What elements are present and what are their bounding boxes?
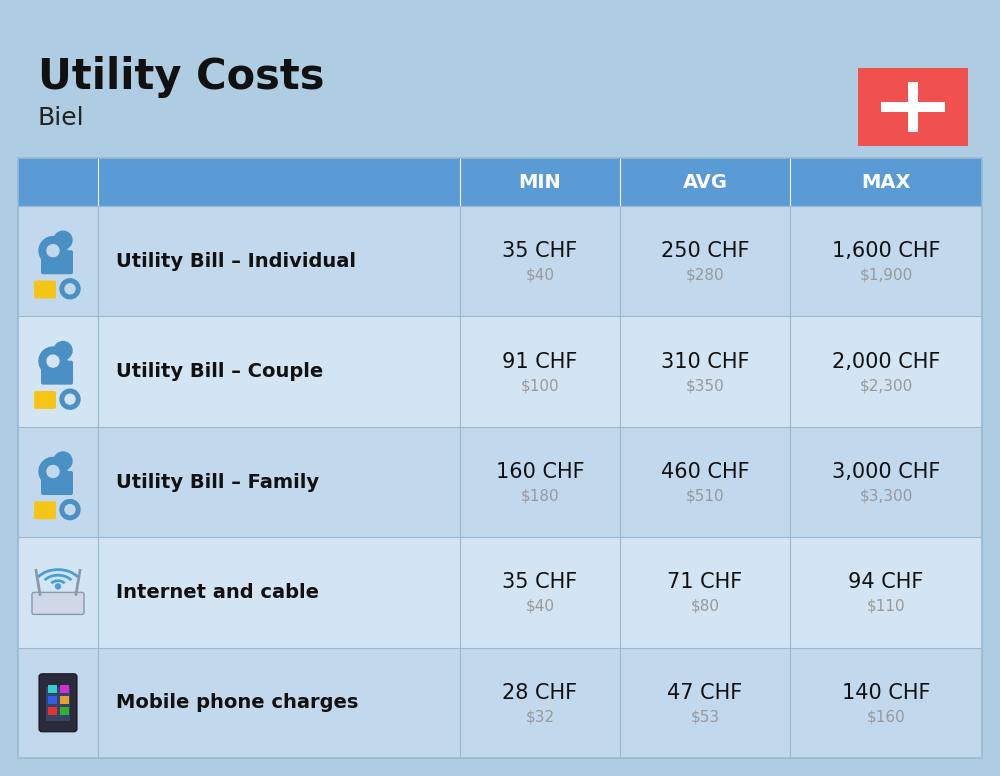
FancyBboxPatch shape: [39, 674, 77, 732]
Bar: [18, 648, 982, 758]
Bar: [48, 707, 57, 715]
Circle shape: [47, 466, 59, 477]
Text: 94 CHF: 94 CHF: [848, 573, 924, 592]
Circle shape: [54, 452, 72, 470]
FancyBboxPatch shape: [41, 250, 73, 274]
Circle shape: [54, 231, 72, 249]
Circle shape: [39, 458, 67, 486]
Bar: [18, 317, 982, 427]
Text: 35 CHF: 35 CHF: [502, 573, 578, 592]
Text: Utility Bill – Couple: Utility Bill – Couple: [116, 362, 323, 381]
Text: Mobile phone charges: Mobile phone charges: [116, 693, 358, 712]
Bar: [908, 81, 918, 133]
Text: $160: $160: [867, 709, 905, 724]
Text: Utility Bill – Family: Utility Bill – Family: [116, 473, 319, 491]
Text: MIN: MIN: [519, 172, 561, 192]
Circle shape: [47, 244, 59, 257]
Text: 3,000 CHF: 3,000 CHF: [832, 462, 940, 482]
Text: Utility Costs: Utility Costs: [38, 56, 324, 98]
Text: 460 CHF: 460 CHF: [661, 462, 749, 482]
Text: 250 CHF: 250 CHF: [661, 241, 749, 262]
FancyBboxPatch shape: [34, 501, 56, 519]
Bar: [48, 696, 57, 704]
Circle shape: [47, 355, 59, 367]
Text: $1,900: $1,900: [859, 268, 913, 282]
Bar: [18, 537, 982, 648]
Text: 140 CHF: 140 CHF: [842, 683, 930, 703]
Text: $100: $100: [521, 378, 559, 393]
Circle shape: [60, 500, 80, 520]
Text: $3,300: $3,300: [859, 489, 913, 504]
Text: 1,600 CHF: 1,600 CHF: [832, 241, 940, 262]
Text: $80: $80: [690, 599, 720, 614]
Bar: [46, 687, 70, 721]
Circle shape: [54, 341, 72, 359]
Text: 35 CHF: 35 CHF: [502, 241, 578, 262]
Bar: [858, 68, 968, 146]
Circle shape: [65, 504, 75, 514]
Bar: [60, 707, 69, 715]
Circle shape: [65, 394, 75, 404]
FancyBboxPatch shape: [41, 471, 73, 495]
Text: $32: $32: [525, 709, 555, 724]
Circle shape: [56, 584, 60, 589]
FancyBboxPatch shape: [34, 281, 56, 299]
Text: $280: $280: [686, 268, 724, 282]
Circle shape: [65, 284, 75, 294]
Circle shape: [39, 347, 67, 375]
Circle shape: [39, 237, 67, 265]
Text: $350: $350: [686, 378, 724, 393]
Bar: [18, 158, 982, 206]
Bar: [60, 696, 69, 704]
Circle shape: [60, 279, 80, 299]
Text: 71 CHF: 71 CHF: [667, 573, 743, 592]
Text: 91 CHF: 91 CHF: [502, 352, 578, 372]
Circle shape: [60, 390, 80, 409]
FancyBboxPatch shape: [41, 361, 73, 385]
Bar: [18, 427, 982, 537]
Text: 160 CHF: 160 CHF: [496, 462, 584, 482]
Text: MAX: MAX: [861, 172, 911, 192]
Text: $110: $110: [867, 599, 905, 614]
FancyBboxPatch shape: [32, 592, 84, 615]
Text: $510: $510: [686, 489, 724, 504]
Text: $40: $40: [526, 599, 554, 614]
Text: Utility Bill – Individual: Utility Bill – Individual: [116, 251, 356, 271]
Text: $180: $180: [521, 489, 559, 504]
Text: $40: $40: [526, 268, 554, 282]
Text: 2,000 CHF: 2,000 CHF: [832, 352, 940, 372]
Bar: [48, 684, 57, 693]
Bar: [18, 206, 982, 317]
Text: 47 CHF: 47 CHF: [667, 683, 743, 703]
Text: Internet and cable: Internet and cable: [116, 583, 319, 602]
Text: Biel: Biel: [38, 106, 85, 130]
Text: 310 CHF: 310 CHF: [661, 352, 749, 372]
FancyBboxPatch shape: [34, 391, 56, 409]
Text: 28 CHF: 28 CHF: [502, 683, 578, 703]
Bar: [60, 684, 69, 693]
Bar: [18, 158, 982, 758]
Text: $53: $53: [690, 709, 720, 724]
Text: AVG: AVG: [682, 172, 728, 192]
Bar: [881, 102, 945, 112]
Text: $2,300: $2,300: [859, 378, 913, 393]
